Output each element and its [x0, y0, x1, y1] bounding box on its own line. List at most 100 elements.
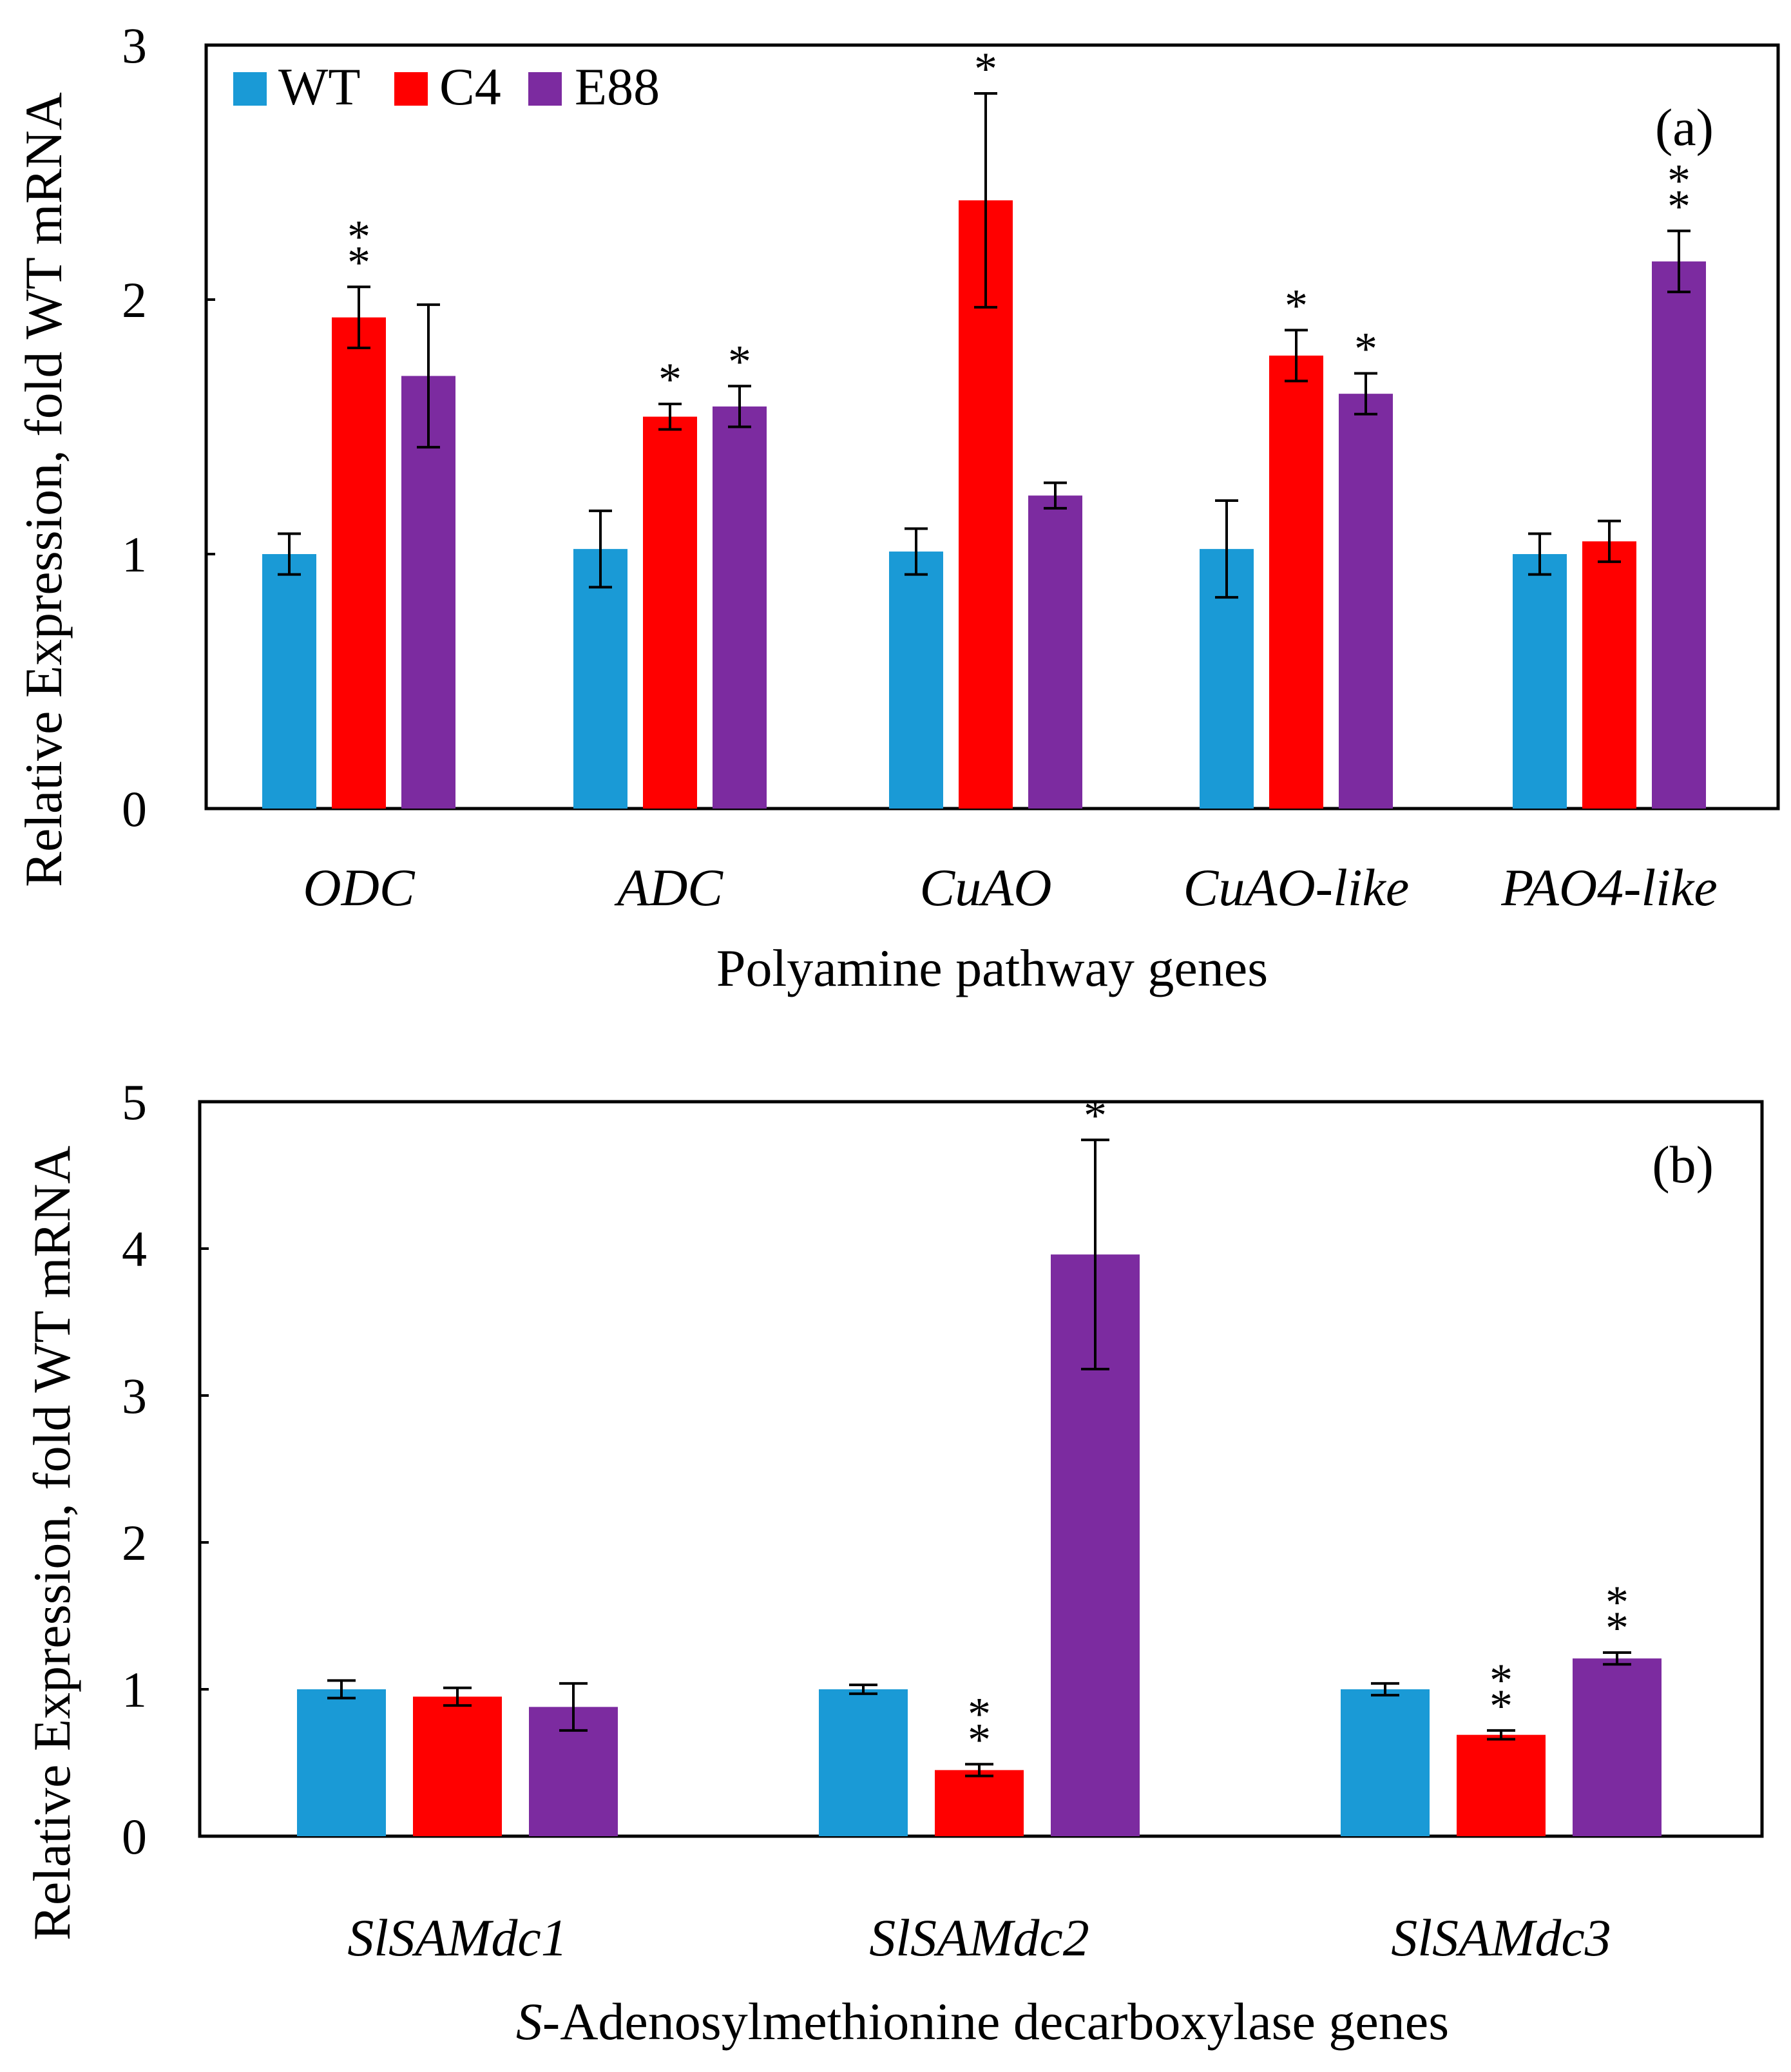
panel-a-error-bars [278, 92, 1690, 599]
panel-a-bar-wt-odc [262, 554, 316, 809]
panel-a-error-bar-wt-odc [278, 532, 301, 576]
panel-b-bars [297, 1254, 1662, 1836]
panel-a-error-bar-c4-odc [347, 285, 370, 350]
panel-a-y-tick-label-0: 0 [122, 781, 147, 837]
panel-a-significance-star-c4-odc: * [347, 211, 370, 262]
panel-a-y-ticks: 0 1 2 3 [122, 17, 215, 837]
panel-b-y-axis-title: Relative Expression, fold WT mRNA [23, 1146, 81, 1941]
panel-a-significance-star-c4-cuao: * [974, 43, 997, 95]
panel-a-error-bar-c4-pao4-like [1598, 519, 1621, 563]
panel-a-category-label-odc: ODC [303, 858, 415, 917]
panel-a-error-bar-c4-cuao [974, 92, 997, 309]
panel-a-significance-star-c4-cuao-like: * [1285, 280, 1308, 331]
legend-label-c4: C4 [439, 57, 501, 116]
panel-b-category-label-slsamdc2: SlSAMdc2 [869, 1908, 1089, 1967]
panel-b-category-labels: SlSAMdc1 SlSAMdc2 SlSAMdc3 [347, 1908, 1611, 1967]
panel-b-error-bar-c4-slsamdc2 [965, 1763, 993, 1778]
panel-a-bars [262, 200, 1706, 809]
panel-b-x-axis-title-rest: -Adenosylmethionine decarboxylase genes [542, 1992, 1449, 2051]
panel-a-y-tick-label-1: 1 [122, 526, 147, 582]
legend-item-c4: C4 [394, 57, 501, 116]
panel-a-bar-c4-cuao-like [1269, 355, 1323, 809]
legend-item-wt: WT [233, 57, 360, 116]
panel-b-significance-star-e88-slsamdc2: * [1084, 1089, 1107, 1141]
panel-b-bar-c4-slsamdc2 [935, 1770, 1024, 1836]
panel-b-error-bar-wt-slsamdc1 [327, 1679, 356, 1700]
panel-b-error-bar-wt-slsamdc3 [1371, 1682, 1399, 1697]
panel-a-significance-star-e88-pao4-like: * [1667, 180, 1690, 232]
panel-a-significance-star-c4-odc: * [347, 236, 370, 288]
panel-b-y-tick-label-5: 5 [122, 1074, 147, 1130]
panel-a-error-bar-wt-cuao-like [1215, 499, 1238, 599]
panel-a-bar-e88-cuao-like [1339, 394, 1393, 809]
panel-b-bar-c4-slsamdc3 [1457, 1734, 1546, 1836]
panel-a-bar-wt-pao4-like [1513, 554, 1567, 809]
panel-a-error-bar-e88-cuao [1044, 481, 1067, 510]
panel-b-significance-star-c4-slsamdc2: * [968, 1688, 991, 1740]
panel-a-significance-star-e88-adc: * [728, 336, 751, 387]
panel-a-y-tick-label-2: 2 [122, 272, 147, 328]
panel-a-bar-wt-adc [573, 549, 627, 809]
panel-a-category-labels: ODC ADC CuAO CuAO-like PAO4-like [303, 858, 1717, 917]
panel-b-y-tick-label-0: 0 [122, 1808, 147, 1865]
panel-b-error-bar-wt-slsamdc2 [849, 1684, 877, 1695]
panel-a-significance-star-e88-cuao-like: * [1354, 323, 1377, 375]
legend: WT C4 E88 [233, 57, 660, 116]
panel-b-x-axis-title: S-Adenosylmethionine decarboxylase genes [516, 1992, 1449, 2051]
panel-b-error-bar-e88-slsamdc3 [1603, 1651, 1631, 1666]
panel-b-bar-e88-slsamdc3 [1573, 1658, 1662, 1836]
panel-a-category-label-cuao-like: CuAO-like [1183, 858, 1410, 917]
panel-a-label: (a) [1655, 98, 1714, 157]
panel-b-significance-star-c4-slsamdc2: * [968, 1714, 991, 1765]
panel-b-x-axis-title-italic: S [516, 1992, 542, 2051]
panel-a-significance-star-c4-adc: * [658, 354, 682, 405]
panel-a-bar-e88-pao4-like [1652, 261, 1706, 809]
panel-a-significance: ****** *** [347, 43, 1690, 405]
legend-label-wt: WT [278, 57, 360, 116]
panel-a-bar-wt-cuao [889, 552, 943, 809]
panel-b-label: (b) [1652, 1135, 1714, 1194]
panel-a-error-bar-wt-adc [589, 509, 612, 589]
panel-b-y-tick-label-3: 3 [122, 1368, 147, 1424]
panel-a-significance-star-e88-pao4-like: * [1667, 155, 1690, 206]
panel-a-category-label-adc: ADC [614, 858, 723, 917]
panel-a-category-label-cuao: CuAO [920, 858, 1052, 917]
panel-a-error-bar-c4-cuao-like [1285, 329, 1308, 383]
panel-b-error-bar-e88-slsamdc1 [559, 1682, 588, 1732]
panel-a-bar-c4-pao4-like [1582, 541, 1636, 809]
panel-b-category-label-slsamdc3: SlSAMdc3 [1391, 1908, 1611, 1967]
panel-b-y-tick-label-2: 2 [122, 1515, 147, 1571]
panel-b-significance-star-c4-slsamdc3: * [1489, 1655, 1513, 1706]
panel-b-error-bar-e88-slsamdc2 [1081, 1138, 1109, 1370]
panel-b-category-label-slsamdc1: SlSAMdc1 [347, 1908, 568, 1967]
panel-a-bar-c4-odc [332, 317, 386, 809]
panel-a-x-axis-title: Polyamine pathway genes [716, 939, 1268, 997]
legend-swatch-wt [233, 72, 267, 106]
panel-b-bar-c4-slsamdc1 [413, 1696, 502, 1836]
panel-a-category-label-pao4-like: PAO4-like [1500, 858, 1718, 917]
panel-a-error-bar-e88-odc [417, 303, 440, 449]
panel-b-error-bars [327, 1138, 1631, 1778]
panel-b-error-bar-c4-slsamdc3 [1487, 1729, 1515, 1741]
panel-b-significance-star-c4-slsamdc3: * [1489, 1680, 1513, 1732]
panel-a-y-axis-title: Relative Expression, fold WT mRNA [14, 92, 73, 887]
panel-b-significance-star-e88-slsamdc3: * [1605, 1602, 1629, 1654]
panel-a-bar-e88-cuao [1028, 495, 1082, 809]
panel-b-significance: ** ***** [968, 1089, 1629, 1765]
panel-b-significance-star-e88-slsamdc3: * [1605, 1577, 1629, 1628]
panel-a-bar-e88-adc [713, 406, 767, 809]
panel-b-y-tick-label-1: 1 [122, 1662, 147, 1718]
panel-a-error-bar-wt-pao4-like [1528, 532, 1551, 576]
panel-a-y-tick-label-3: 3 [122, 17, 147, 73]
panel-b-error-bar-c4-slsamdc1 [443, 1686, 472, 1707]
panel-a-error-bar-wt-cuao [905, 527, 928, 576]
panel-a-error-bar-e88-pao4-like [1667, 229, 1690, 294]
panel-b-bar-wt-slsamdc1 [297, 1689, 386, 1836]
legend-label-e88: E88 [575, 57, 660, 116]
panel-a-error-bar-e88-adc [728, 385, 751, 428]
panel-a-error-bar-c4-adc [658, 402, 682, 431]
legend-swatch-e88 [528, 72, 562, 106]
